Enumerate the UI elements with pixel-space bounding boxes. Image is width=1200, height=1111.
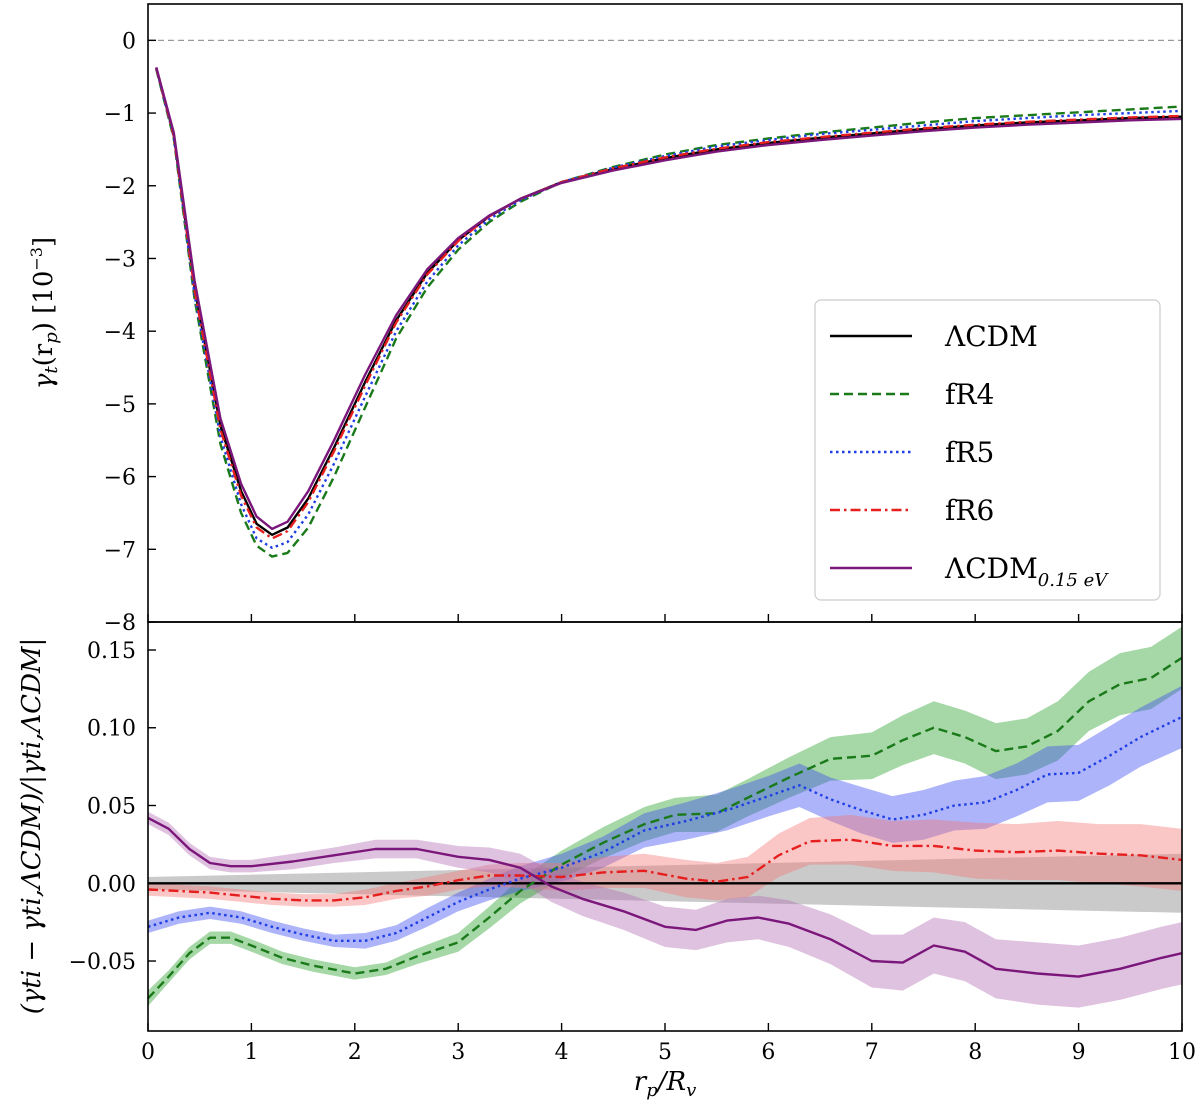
top-y-tick-label: −4: [104, 320, 136, 345]
bottom-y-tick-label: −0.05: [69, 950, 136, 975]
legend: ΛCDM fR4 fR5 fR6 ΛCDM0.15 eV: [814, 299, 1161, 601]
x-tick-label: 8: [968, 1040, 982, 1065]
legend-label-3: fR6: [945, 494, 994, 527]
x-tick-label: 5: [658, 1040, 672, 1065]
bottom-series-line-4: [148, 816, 1182, 978]
x-tick-label: 1: [244, 1040, 258, 1065]
x-tick-label: 0: [141, 1040, 155, 1065]
legend-label-2: fR5: [945, 436, 994, 469]
bottom-panel: 0.15 0.10 0.05 0.00 −0.05 0 1 2 3 4 5 6 7 8 9 10 (γti …: [17, 621, 1196, 1101]
x-tick-label: 10: [1168, 1040, 1196, 1065]
bottom-x-ticks: 0 1 2 3 4 5 6 7 8 9 10: [141, 1023, 1196, 1065]
bottom-y-tick-label: 0.00: [87, 872, 136, 897]
top-y-tick-label: −8: [104, 611, 136, 636]
x-tick-label: 3: [451, 1040, 465, 1065]
top-y-axis-label: γt(rp) [10−3]: [27, 237, 62, 389]
x-tick-label: 4: [555, 1040, 569, 1065]
x-tick-label: 9: [1072, 1040, 1086, 1065]
legend-label-4: ΛCDM0.15 eV: [944, 552, 1109, 591]
top-y-tick-label: −2: [104, 175, 136, 200]
top-y-tick-label: 0: [122, 29, 136, 54]
x-tick-label: 6: [761, 1040, 775, 1065]
legend-label-0: ΛCDM: [944, 320, 1038, 353]
bottom-y-ticks: 0.15 0.10 0.05 0.00 −0.05: [69, 639, 156, 975]
top-series-line-4: [155, 66, 1182, 531]
bottom-y-tick-label: 0.10: [87, 717, 136, 742]
bottom-y-tick-label: 0.15: [87, 639, 136, 664]
top-y-tick-label: −5: [104, 393, 136, 418]
bottom-y-tick-label: 0.05: [87, 795, 136, 820]
x-tick-label: 7: [865, 1040, 879, 1065]
top-series-line-1: [155, 69, 1182, 558]
bottom-plot-area: [148, 626, 1182, 1008]
top-x-ticks: [147, 614, 1183, 622]
top-y-tick-label: −3: [104, 247, 136, 272]
top-y-tick-label: −7: [104, 538, 136, 563]
top-y-tick-label: −6: [104, 466, 136, 491]
bottom-band-1: [148, 626, 1182, 1007]
bottom-series-line-1: [148, 656, 1182, 1000]
bottom-y-axis-label: (γti − γti,ΛCDM)/|γti,ΛCDM|: [17, 638, 47, 1015]
top-y-ticks: 0 −1 −2 −3 −4 −5 −6 −7 −8: [104, 29, 156, 636]
x-tick-label: 2: [348, 1040, 362, 1065]
bottom-series-line-3: [148, 838, 1182, 902]
legend-box: [814, 299, 1161, 601]
top-panel: 0 −1 −2 −3 −4 −5 −6 −7 −8 γt(rp) [10−3] ΛCDM fR4 f…: [27, 3, 1183, 636]
top-series-line-2: [155, 68, 1182, 549]
x-axis-label: rp/Rv: [634, 1067, 696, 1101]
legend-label-1: fR4: [945, 378, 994, 411]
top-y-tick-label: −1: [104, 102, 136, 127]
bottom-band-4: [148, 811, 1182, 1008]
bottom-series-line-2: [148, 715, 1182, 942]
top-plot-area: [148, 39, 1182, 558]
